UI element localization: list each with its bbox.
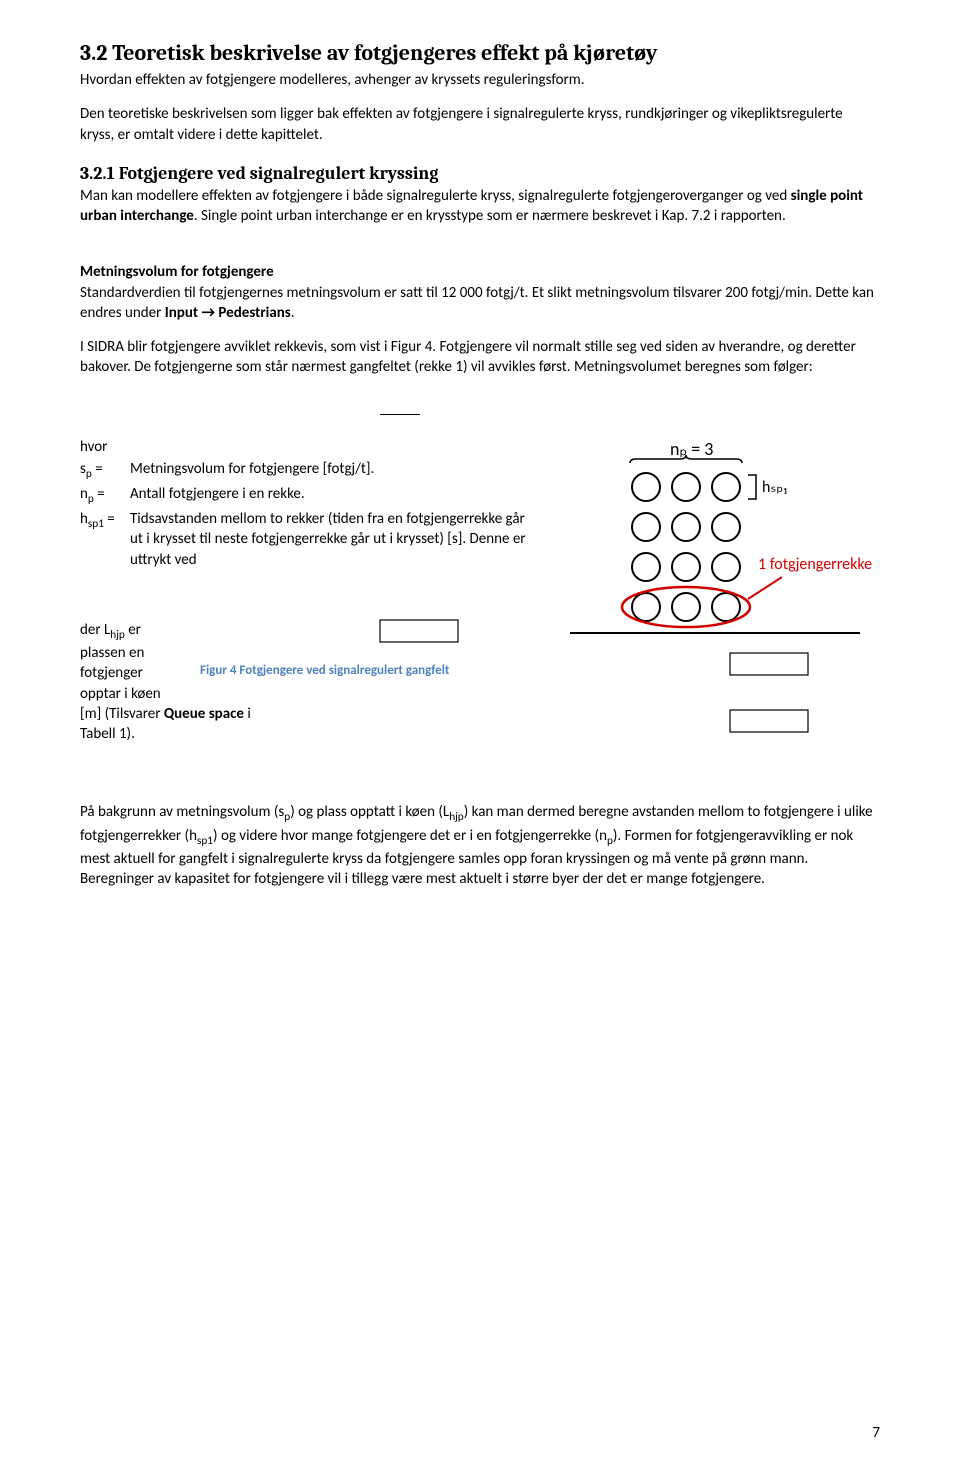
- lhjp-a: der L: [80, 621, 110, 639]
- defs-hsp1-key: hsp1 =: [80, 509, 130, 570]
- section-heading: 3.2 Teoretisk beskrivelse av fotgjengere…: [80, 40, 880, 66]
- fig-placeholder-box-1: [730, 653, 808, 675]
- lhjp-d: Tabell 1).: [80, 725, 135, 743]
- conc-sub3: sp1: [197, 834, 213, 848]
- defs-np-key: np =: [80, 484, 130, 507]
- figure-4: nₚ = 3 hₛₚ₁ 1 fotgjengerrekke: [550, 437, 880, 747]
- fig-hsp1-label: hₛₚ₁: [762, 478, 787, 497]
- fig-row-label: 1 fotgjengerrekke: [758, 555, 872, 574]
- subsection-number: 3.2.1: [80, 163, 115, 184]
- lhjp-c: i: [244, 705, 251, 723]
- formula-fraction-bar: [380, 414, 420, 415]
- section-intro-2: Den teoretiske beskrivelsen som ligger b…: [80, 104, 880, 145]
- np-eq: =: [94, 485, 105, 503]
- metning-p1-bold: Input → Pedestrians: [165, 304, 291, 322]
- fig-placeholder-box-2: [730, 710, 808, 732]
- lhjp-bold: Queue space: [164, 705, 244, 723]
- p1-b: . Single point urban interchange er en k…: [194, 207, 786, 225]
- hsp1-sub: sp1: [88, 517, 104, 531]
- section-intro-1: Hvordan effekten av fotgjengere modeller…: [80, 70, 880, 90]
- conc-b: ) og plass opptatt i køen (L: [290, 803, 449, 821]
- hsp1-eq: =: [104, 510, 115, 528]
- metning-p2: I SIDRA blir fotgjengere avviklet rekkev…: [80, 337, 880, 378]
- figure-4-svg-extra: [550, 702, 880, 742]
- fig-placeholder-box-3: [380, 620, 458, 642]
- fig-red-arrow: [748, 577, 782, 599]
- defs-hvor: hvor: [80, 437, 130, 457]
- lhjp-sub: hjp: [110, 628, 125, 642]
- section-number: 3.2: [80, 40, 107, 66]
- section-title: Teoretisk beskrivelse av fotgjengeres ef…: [112, 40, 657, 66]
- defs-hsp1-val: Tidsavstanden mellom to rekker (tiden fr…: [130, 509, 530, 570]
- figure-4-svg-box3: [200, 616, 530, 652]
- np-sym: n: [80, 485, 88, 503]
- subsection-p1: Man kan modellere effekten av fotgjenger…: [80, 186, 880, 227]
- defs-sp-val: Metningsvolum for fotgjengere [fotgj/t].: [130, 459, 530, 482]
- fig-hsp1-bracket: [748, 475, 756, 499]
- defs-np-val: Antall fotgjengere i en rekke.: [130, 484, 530, 507]
- hsp1-sym: h: [80, 510, 88, 528]
- metning-heading-text: Metningsvolum for fotgjengere: [80, 263, 274, 281]
- figure-4-caption-block: Figur 4 Fotgjengere ved signalregulert g…: [200, 616, 530, 678]
- fig-np-label: nₚ = 3: [670, 438, 713, 460]
- subsection-heading: 3.2.1 Fotgjengere ved signalregulert kry…: [80, 163, 880, 184]
- metning-heading: Metningsvolum for fotgjengere Standardve…: [80, 262, 880, 323]
- fig-circles: [632, 473, 740, 621]
- conc-a: På bakgrunn av metningsvolum (s: [80, 803, 284, 821]
- page-number: 7: [872, 1424, 880, 1442]
- conc-sub2: hjp: [449, 810, 464, 824]
- sp-eq: =: [92, 460, 103, 478]
- conc-d: ) og videre hvor mange fotgjengere det e…: [213, 827, 607, 845]
- metning-p1b: .: [291, 304, 295, 322]
- defs-sp-key: sp =: [80, 459, 130, 482]
- subsection-title: Fotgjengere ved signalregulert kryssing: [119, 163, 439, 184]
- p1-a: Man kan modellere effekten av fotgjenger…: [80, 187, 791, 205]
- figure-4-svg: nₚ = 3 hₛₚ₁ 1 fotgjengerrekke: [550, 437, 880, 697]
- conclusion-paragraph: På bakgrunn av metningsvolum (sp) og pla…: [80, 802, 880, 889]
- figure-4-caption: Figur 4 Fotgjengere ved signalregulert g…: [200, 663, 530, 678]
